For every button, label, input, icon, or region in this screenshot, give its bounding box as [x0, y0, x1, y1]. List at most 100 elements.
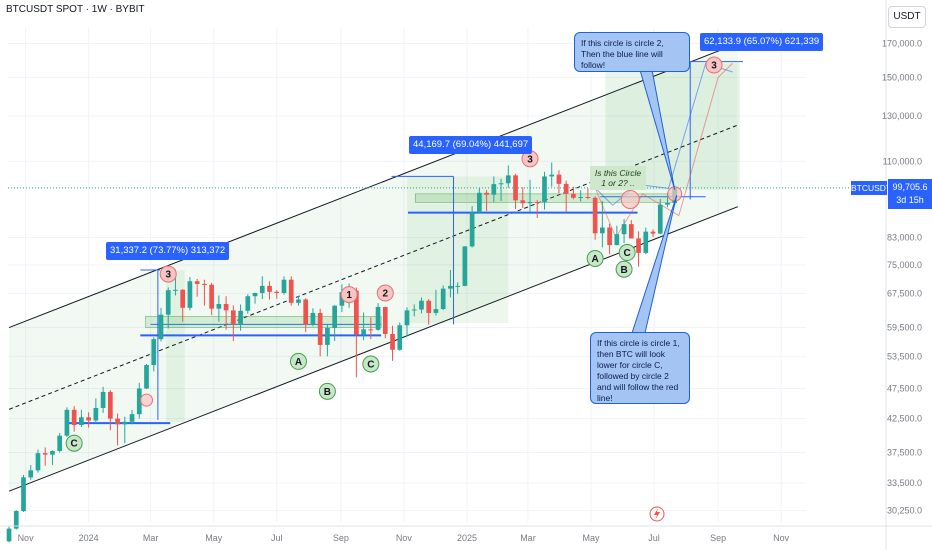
wave-label-B: B	[615, 260, 633, 278]
candle-body	[614, 234, 620, 246]
wave-label-A: A	[586, 249, 604, 267]
candle-body	[636, 238, 641, 253]
wave-text: 3	[527, 154, 533, 165]
candle-body	[433, 309, 439, 313]
candle-body	[209, 284, 214, 309]
current-price: 99,705.6	[892, 182, 928, 192]
candle-body	[375, 306, 381, 330]
candle-body	[122, 421, 128, 425]
currency-button[interactable]: USDT	[888, 6, 926, 28]
candle-body	[21, 477, 26, 512]
candle-body	[238, 310, 243, 324]
measure-label-1[interactable]: 31,337.2 (73.77%) 313,372	[106, 242, 230, 260]
candle-body	[665, 202, 670, 205]
consolidation-box-1	[145, 316, 382, 328]
x-tick-label: Sep	[333, 533, 349, 543]
candle-body	[28, 470, 34, 478]
note-question[interactable]: Is this Circle 1 or 2? ..	[590, 166, 646, 190]
wave-label-C: C	[362, 355, 380, 373]
wave-circle	[618, 244, 636, 262]
candle-body	[404, 310, 410, 326]
candle-body	[484, 192, 489, 195]
wave-label-B: B	[318, 382, 336, 400]
candle-body	[223, 304, 229, 311]
x-tick-label: Mar	[143, 533, 159, 543]
candle-body	[86, 417, 91, 421]
candle-body	[64, 409, 70, 436]
y-tick-label: 53,500.0	[887, 351, 922, 361]
wave-label-3: 3	[521, 150, 539, 168]
wave-circle	[705, 56, 723, 74]
candle-body	[187, 281, 193, 308]
candle-body	[245, 296, 251, 311]
x-tick-label: 2024	[79, 533, 99, 543]
y-tick-label: 42,500.0	[887, 414, 922, 424]
candle-body	[353, 290, 359, 335]
candle-body	[281, 279, 287, 293]
wave-text: C	[624, 248, 631, 259]
candle-body	[368, 329, 374, 331]
candle-body	[42, 453, 48, 455]
candle-body	[455, 285, 461, 287]
x-tick-label: Sep	[710, 533, 726, 543]
current-price-tag: 99,705.6 3d 15h	[888, 179, 932, 209]
y-tick-label: 130,000.0	[882, 111, 922, 121]
candle-body	[643, 231, 649, 253]
y-tick-label: 59,500.0	[887, 323, 922, 333]
y-tick-label: 47,500.0	[887, 383, 922, 393]
symbol-title[interactable]: BTCUSDT SPOT · 1W · BYBIT	[6, 4, 145, 15]
candle-body	[462, 246, 468, 286]
channel-fill	[9, 43, 738, 492]
measure-label-2[interactable]: 44,169.7 (69.04%) 441,697	[409, 136, 533, 154]
y-tick-label: 150,000.0	[882, 72, 922, 82]
candle-body	[382, 306, 388, 334]
wave-text: A	[592, 254, 599, 265]
candle-body	[317, 312, 323, 345]
x-tick-label: Nov	[396, 533, 413, 543]
wave-circle	[376, 284, 394, 302]
candle-body	[527, 202, 533, 204]
note-blue-line[interactable]: If this circle is circle 2, Then the blu…	[574, 32, 690, 72]
wave-text: 3	[711, 60, 717, 71]
candle-body	[71, 409, 77, 426]
wave-text: 2	[383, 288, 389, 299]
flash-icon	[649, 506, 665, 522]
wave-text: C	[71, 439, 78, 450]
candle-body	[267, 285, 272, 292]
candle-body	[542, 176, 547, 203]
y-tick-label: 75,000.0	[887, 260, 922, 270]
candle-body	[477, 192, 482, 213]
note-red-line[interactable]: If this circle is circle 1, then BTC wil…	[590, 332, 690, 404]
wave-text: 3	[165, 270, 171, 281]
wave-label-1: 1	[340, 286, 358, 304]
candle-body	[419, 300, 424, 310]
ticker-tag: BTCUSDT	[851, 181, 892, 195]
candle-body	[303, 299, 309, 325]
candle-body	[100, 391, 106, 408]
candle-body	[592, 197, 598, 234]
candle-body	[129, 414, 135, 422]
candle-body	[469, 212, 475, 247]
x-tick-label: 2025	[457, 533, 477, 543]
measure-label-3[interactable]: 62,133.9 (65.07%) 621,339	[700, 33, 824, 51]
x-tick-label: Mar	[520, 533, 536, 543]
wave-text: 1	[346, 290, 352, 301]
x-tick-label: May	[205, 533, 223, 543]
range-box-1	[166, 270, 185, 422]
channel-upper-line	[8, 43, 738, 329]
candle-body	[397, 325, 403, 350]
y-tick-label: 67,500.0	[887, 288, 922, 298]
candle-body	[136, 388, 142, 415]
candle-body	[57, 435, 63, 452]
candle-body	[390, 333, 395, 350]
candle-body	[563, 183, 569, 194]
candle-body	[107, 391, 113, 419]
candle-body	[252, 292, 258, 297]
candle-body	[520, 200, 526, 204]
candle-body	[144, 365, 149, 389]
candle-body	[332, 305, 337, 328]
range-box-2	[407, 176, 509, 324]
candle-body	[93, 407, 99, 421]
candle-body	[13, 511, 19, 529]
